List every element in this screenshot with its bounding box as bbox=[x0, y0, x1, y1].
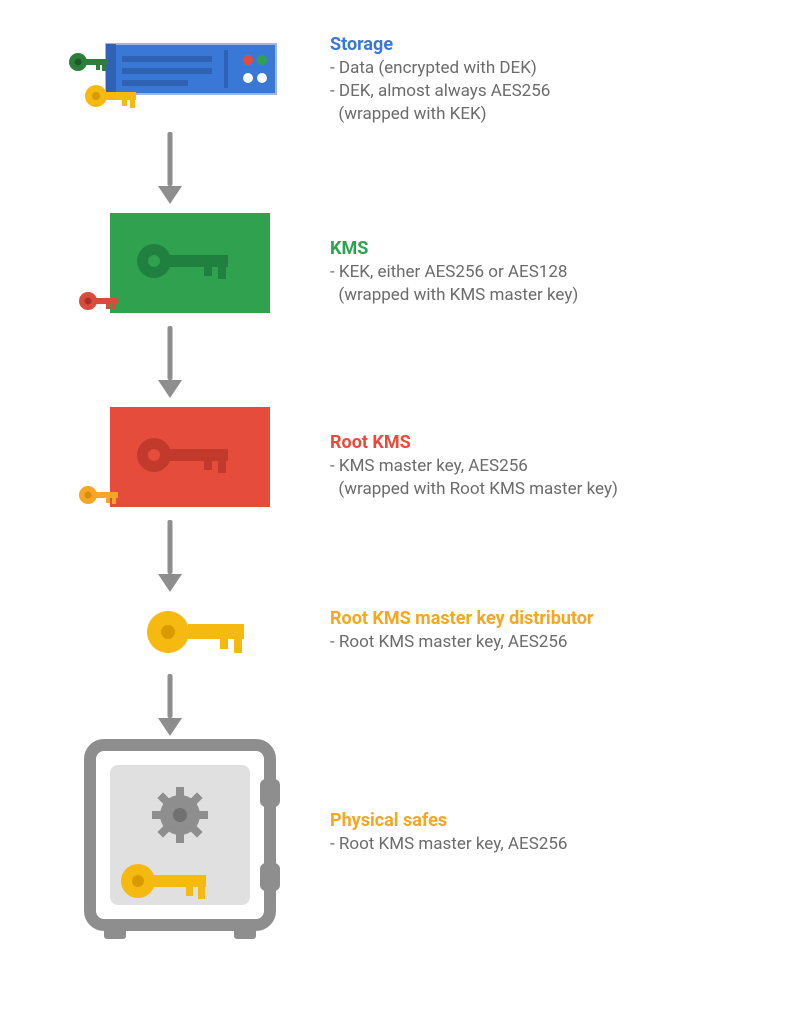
safe-line-0: - Root KMS master key, AES256 bbox=[330, 833, 760, 856]
arrow-3 bbox=[40, 520, 300, 592]
stage-distributor: Root KMS master key distributor - Root K… bbox=[40, 598, 760, 668]
kms-title: KMS bbox=[330, 238, 760, 259]
distributor-line-0: - Root KMS master key, AES256 bbox=[330, 631, 760, 654]
arrow-1 bbox=[40, 132, 300, 204]
distributor-text: Root KMS master key distributor - Root K… bbox=[330, 598, 760, 654]
arrow-4 bbox=[40, 674, 300, 734]
kms-text: KMS - KEK, either AES256 or AES128 (wrap… bbox=[330, 210, 760, 307]
safe-title: Physical safes bbox=[330, 810, 760, 831]
stage-storage: Storage - Data (encrypted with DEK) - DE… bbox=[40, 30, 760, 126]
distributor-title: Root KMS master key distributor bbox=[330, 608, 760, 629]
safe-icon bbox=[40, 740, 300, 940]
storage-line-1: - DEK, almost always AES256 bbox=[330, 80, 760, 103]
root-kms-icon bbox=[40, 404, 300, 514]
storage-text: Storage - Data (encrypted with DEK) - DE… bbox=[330, 30, 760, 126]
storage-line-2: (wrapped with KEK) bbox=[330, 103, 760, 126]
arrow-2 bbox=[40, 326, 300, 398]
root-kms-line-1: (wrapped with Root KMS master key) bbox=[330, 478, 760, 501]
kms-line-0: - KEK, either AES256 or AES128 bbox=[330, 261, 760, 284]
root-kms-title: Root KMS bbox=[330, 432, 760, 453]
root-kms-text: Root KMS - KMS master key, AES256 (wrapp… bbox=[330, 404, 760, 501]
storage-title: Storage bbox=[330, 34, 760, 55]
storage-line-0: - Data (encrypted with DEK) bbox=[330, 57, 760, 80]
stage-kms: KMS - KEK, either AES256 or AES128 (wrap… bbox=[40, 210, 760, 320]
stage-safe: Physical safes - Root KMS master key, AE… bbox=[40, 740, 760, 940]
distributor-icon bbox=[40, 598, 300, 668]
kms-line-1: (wrapped with KMS master key) bbox=[330, 284, 760, 307]
storage-icon bbox=[40, 30, 300, 122]
root-kms-line-0: - KMS master key, AES256 bbox=[330, 455, 760, 478]
safe-text: Physical safes - Root KMS master key, AE… bbox=[330, 740, 760, 856]
kms-icon bbox=[40, 210, 300, 320]
stage-root-kms: Root KMS - KMS master key, AES256 (wrapp… bbox=[40, 404, 760, 514]
